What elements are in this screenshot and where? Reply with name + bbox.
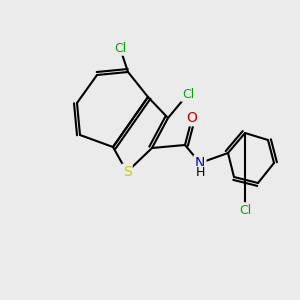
Text: Cl: Cl	[182, 88, 194, 100]
Text: Cl: Cl	[114, 41, 126, 55]
Text: S: S	[123, 165, 131, 179]
Text: Cl: Cl	[239, 203, 251, 217]
Text: O: O	[187, 111, 197, 125]
Text: H: H	[195, 167, 205, 179]
Text: N: N	[195, 156, 205, 170]
